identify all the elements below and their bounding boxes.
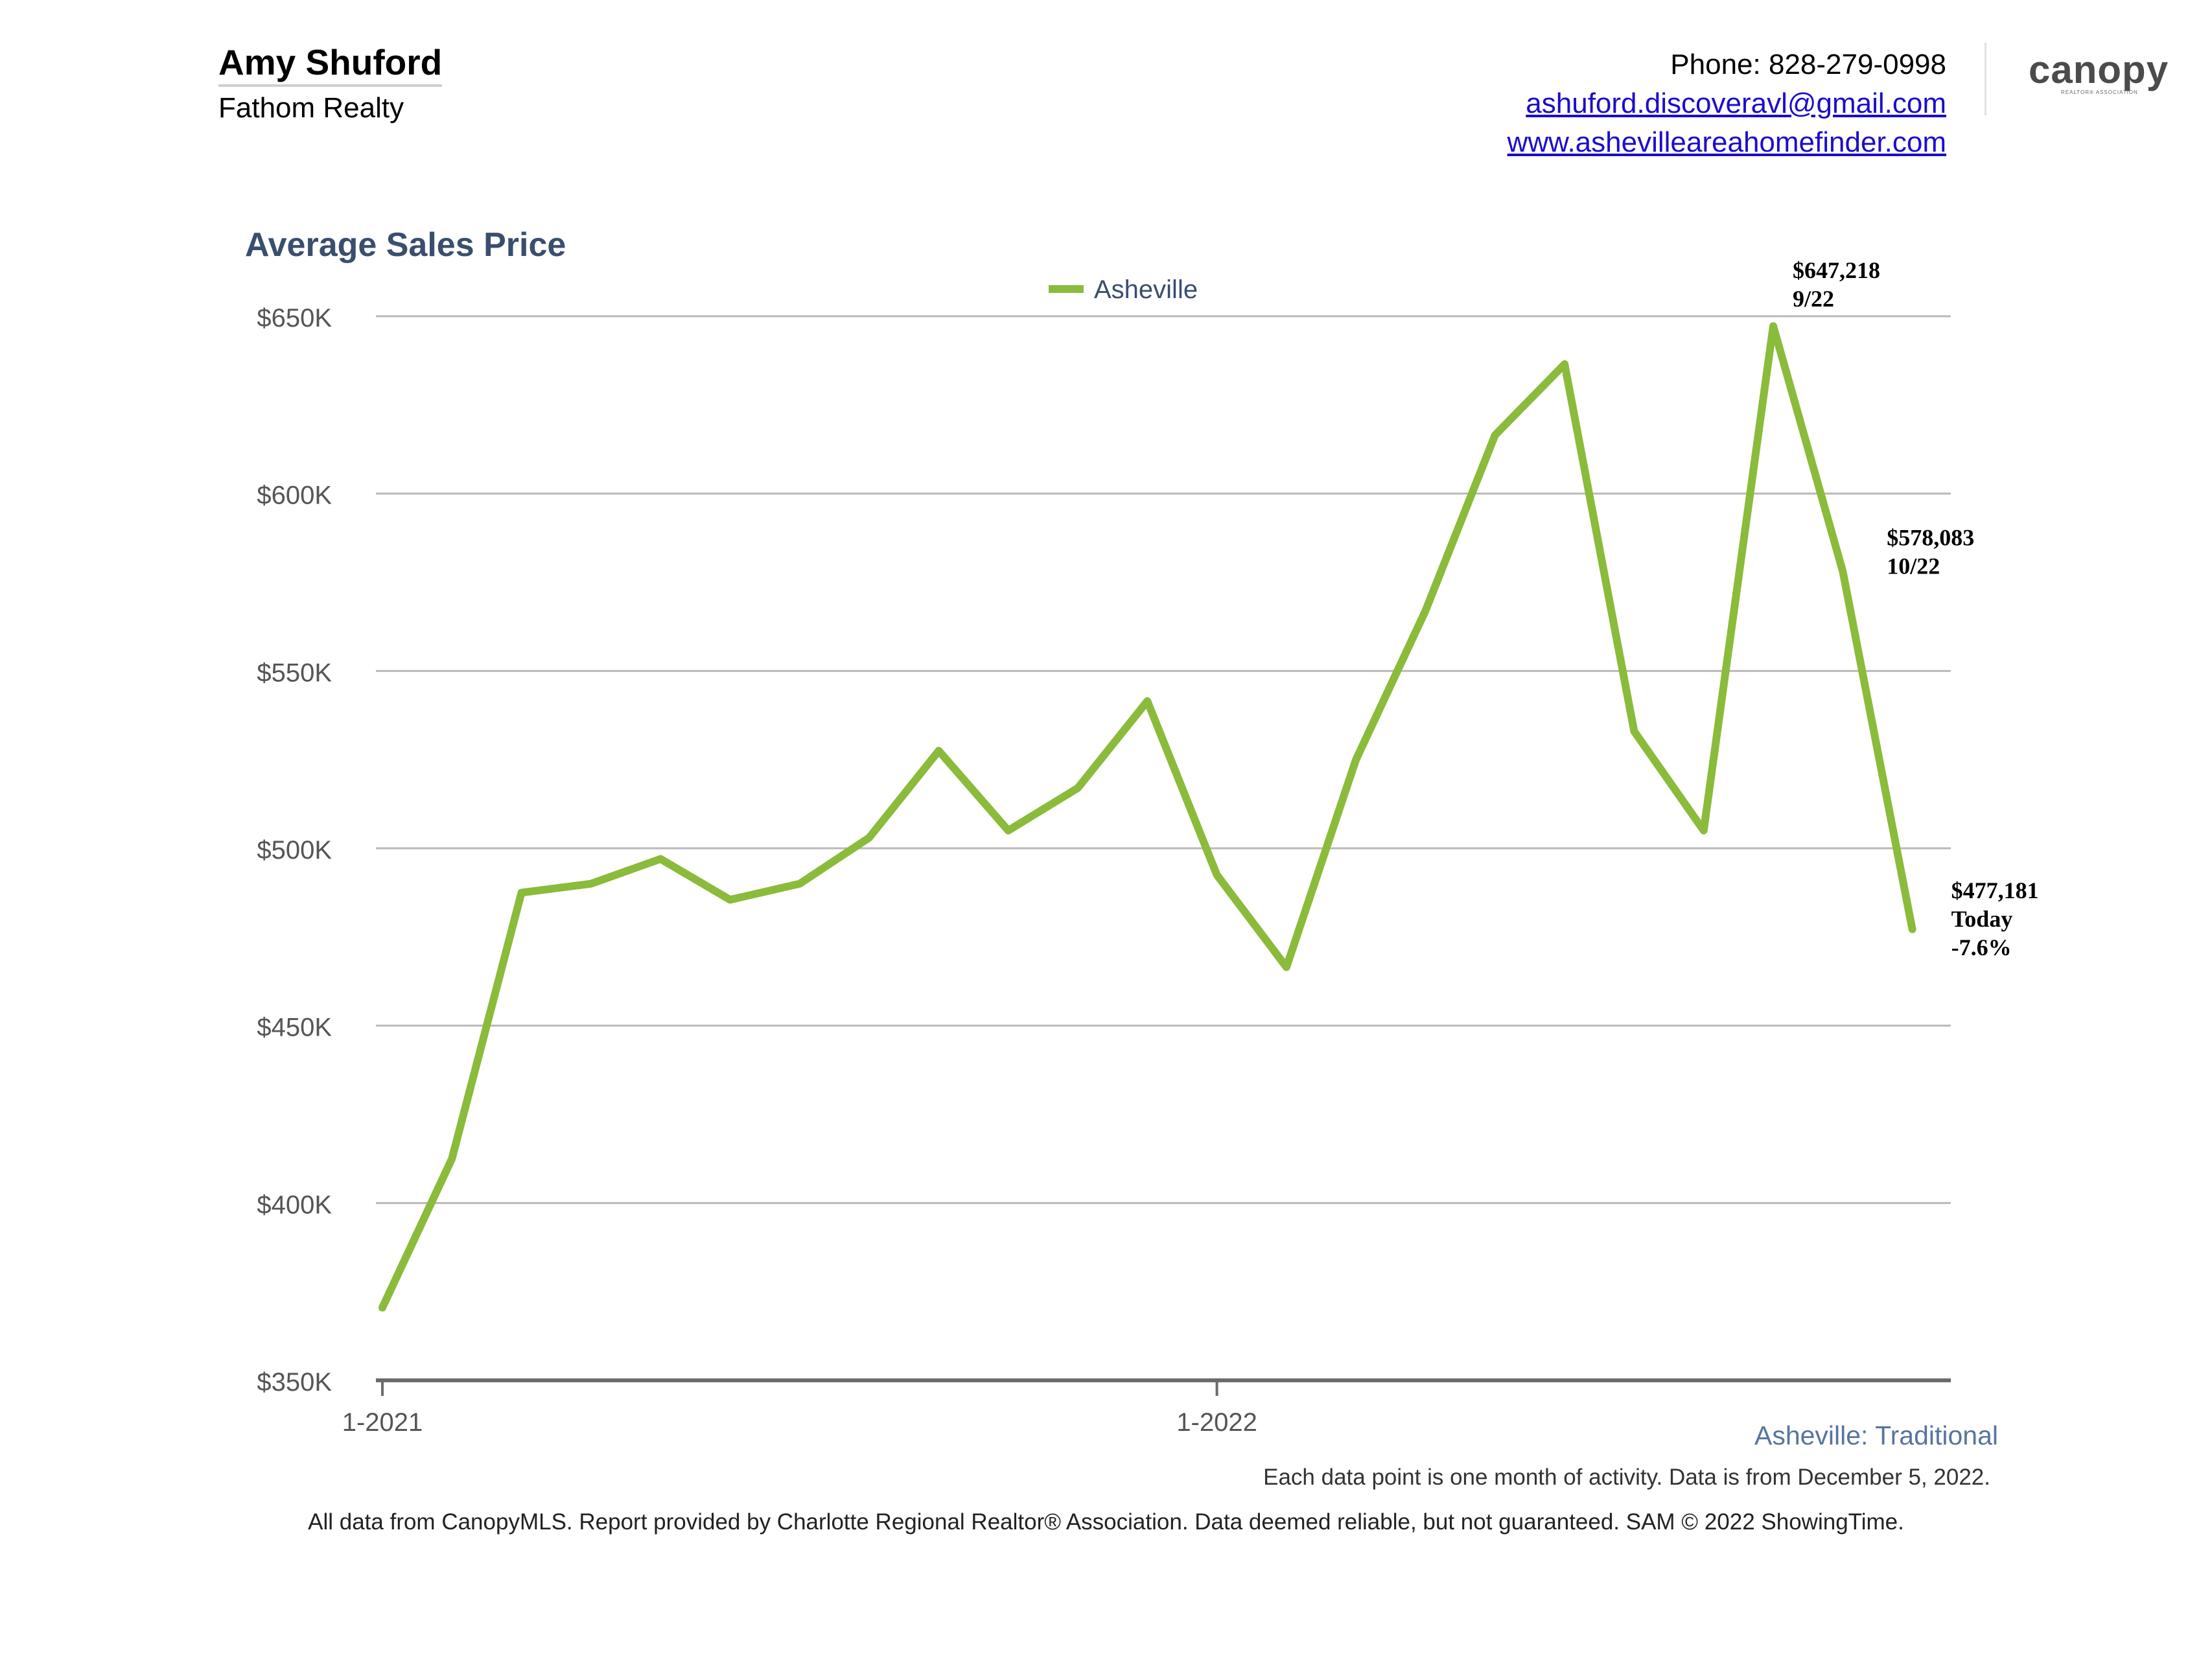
y-axis-ticks: $650K $600K $550K $500K $450K $400K $350K — [257, 304, 332, 1397]
disclaimer: All data from CanopyMLS. Report provided… — [308, 1509, 1904, 1535]
gridlines — [376, 315, 1951, 1382]
annotation-line: 9/22 — [1793, 286, 1834, 312]
website-link[interactable]: www.ashevilleareahomefinder.com — [1507, 126, 1946, 158]
agent-name: Amy Shuford — [218, 41, 443, 87]
annotation-line: 10/22 — [1887, 553, 1940, 579]
contact-block: Phone: 828-279-0998 ashuford.discoveravl… — [1508, 45, 1946, 162]
y-tick-label: $450K — [257, 1014, 332, 1042]
annotation-line: $578,083 — [1887, 525, 1974, 551]
legend: Asheville — [1049, 275, 1198, 304]
canopy-logo: canopy REALTOR® ASSOCIATION — [2029, 51, 2171, 102]
annotation-line: -7.6% — [1951, 934, 2012, 960]
chart-title: Average Sales Price — [245, 226, 566, 264]
email-link[interactable]: ashuford.discoveravl@gmail.com — [1526, 87, 1946, 119]
data-annotation: $578,083 10/22 — [1887, 525, 1974, 579]
header-divider — [1985, 43, 1986, 115]
data-annotation: $647,218 9/22 — [1793, 257, 1880, 312]
y-tick-label: $400K — [257, 1190, 332, 1219]
y-tick-label: $650K — [257, 304, 332, 332]
data-note: Each data point is one month of activity… — [1263, 1465, 1990, 1490]
y-tick-label: $550K — [257, 658, 332, 687]
x-tick-label: 1-2021 — [342, 1408, 423, 1437]
y-tick-label: $500K — [257, 836, 332, 864]
annotation-line: $647,218 — [1793, 257, 1880, 283]
series-line-asheville — [378, 322, 1916, 1312]
agent-company: Fathom Realty — [218, 92, 404, 124]
annotation-line: $477,181 — [1951, 877, 2039, 903]
y-tick-label: $350K — [257, 1368, 332, 1397]
region-label: Asheville: Traditional — [1754, 1421, 1998, 1450]
logo-subtext: REALTOR® ASSOCIATION — [2061, 89, 2138, 95]
annotations: $647,218 9/22 $578,083 10/22 $477,181 Today -7… — [1793, 257, 2039, 960]
y-tick-label: $600K — [257, 481, 332, 510]
legend-label: Asheville — [1094, 275, 1198, 304]
logo-wordmark: canopy — [2029, 48, 2169, 91]
data-annotation: $477,181 Today -7.6% — [1951, 877, 2039, 960]
x-tick-label: 1-2022 — [1176, 1408, 1257, 1437]
annotation-line: Today — [1951, 906, 2013, 932]
series-lines — [378, 322, 1916, 1312]
phone-number: Phone: 828-279-0998 — [1670, 49, 1946, 80]
x-axis-ticks: 1-2021 1-2022 — [342, 1380, 1257, 1437]
